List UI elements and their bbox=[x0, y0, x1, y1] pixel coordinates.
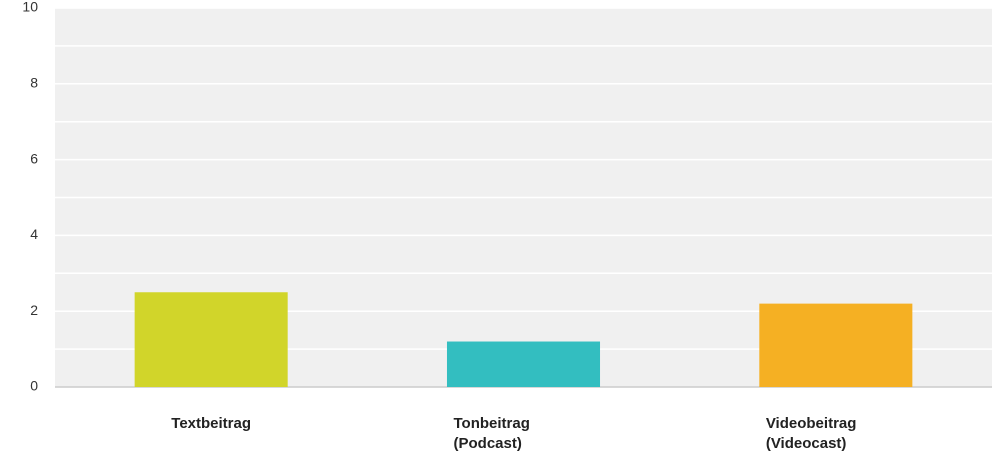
x-tick-label: Tonbeitrag (Podcast) bbox=[453, 415, 530, 452]
x-tick-label: Videobeitrag (Videocast) bbox=[765, 415, 857, 452]
y-tick-label: 8 bbox=[30, 75, 38, 91]
bar bbox=[446, 341, 601, 387]
y-tick-label: 0 bbox=[30, 378, 38, 394]
y-tick-label: 4 bbox=[30, 226, 38, 242]
bar bbox=[134, 292, 288, 387]
y-tick-label: 2 bbox=[30, 302, 38, 318]
x-tick-label: Textbeitrag bbox=[171, 415, 252, 432]
bar bbox=[759, 303, 913, 387]
y-tick-label: 6 bbox=[30, 150, 38, 166]
y-tick-label: 10 bbox=[22, 0, 38, 15]
